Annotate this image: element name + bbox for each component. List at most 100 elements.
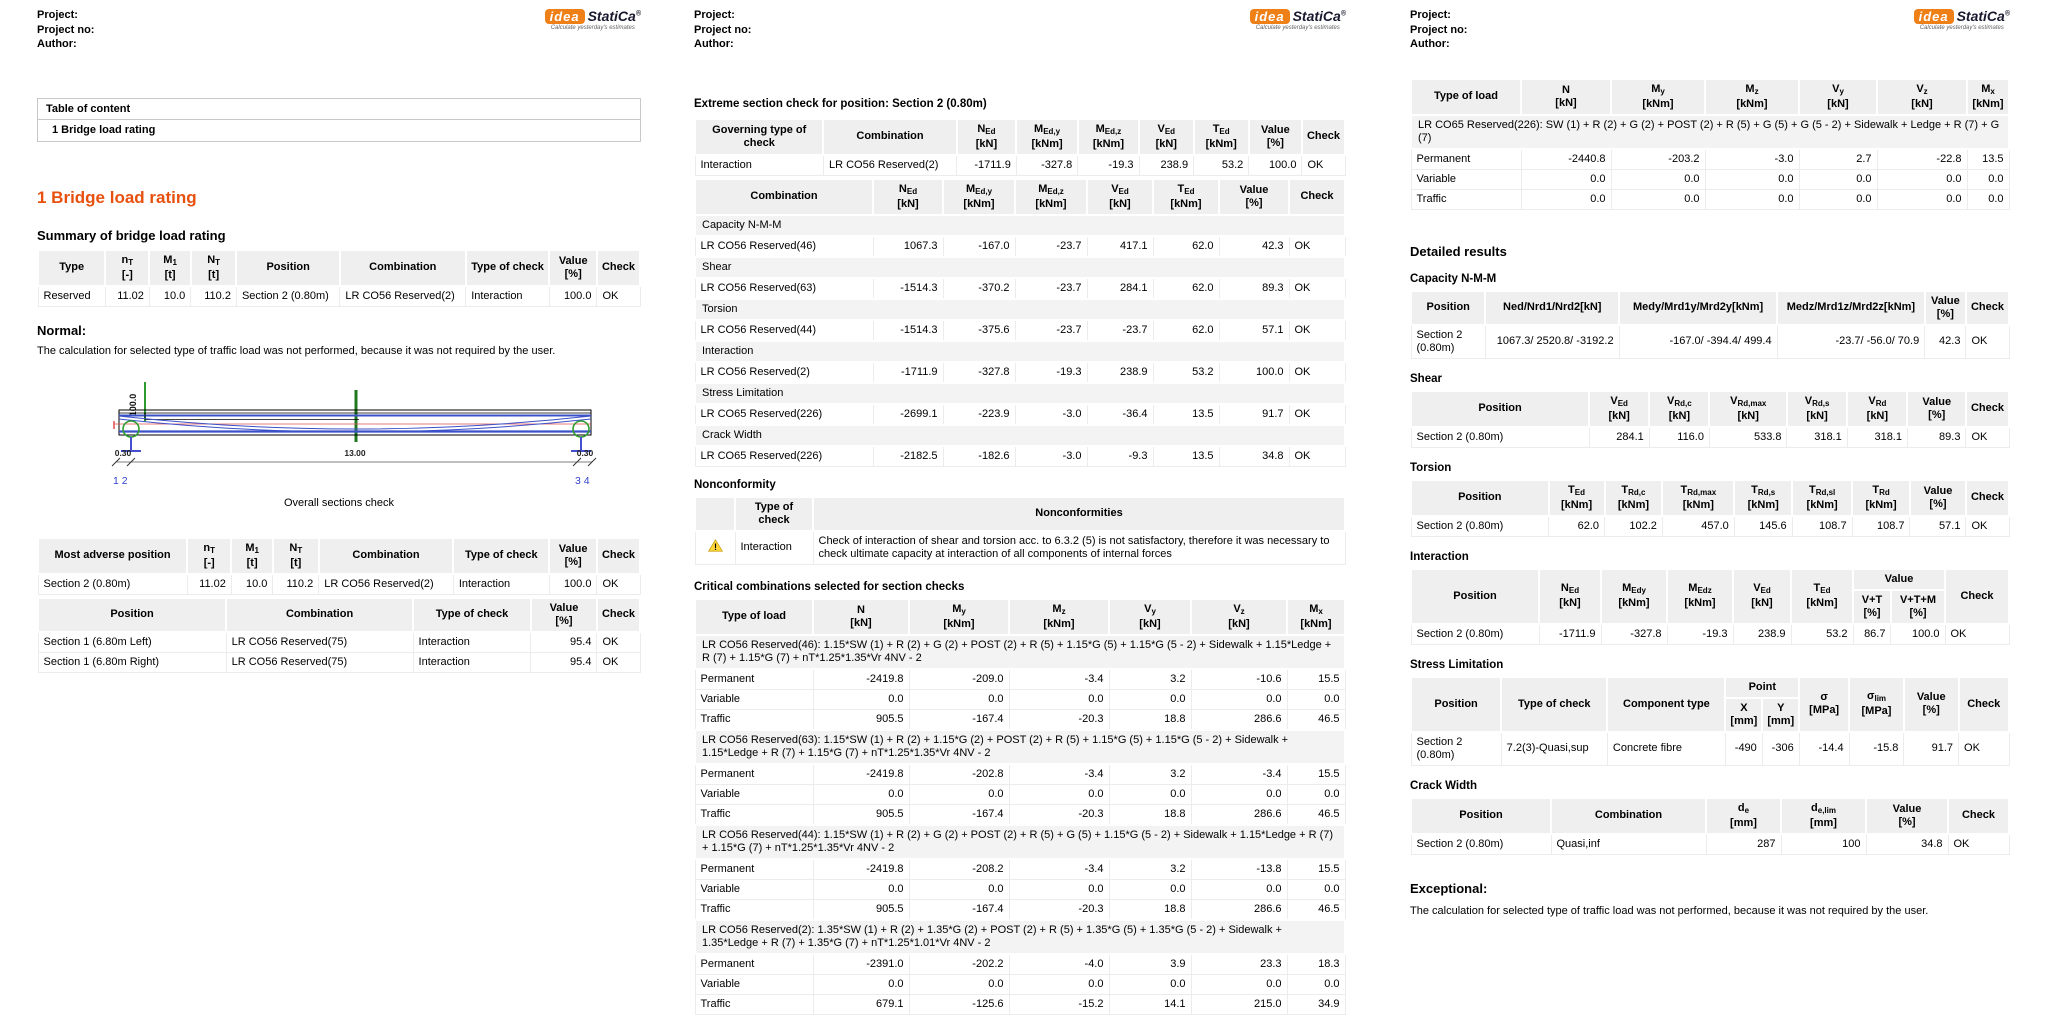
table-cell: Section 2 (0.80m) [235,285,341,307]
table-cell: -22.8 [1876,148,1968,170]
group-row-label: Torsion [694,297,1346,321]
header-row: Type of check Nonconformities [694,495,1346,532]
capacity-heading: Capacity N-M-M [1410,272,1497,285]
table-cell: -3.4 [1008,668,1110,690]
column-header: TRd,s [kNm] [1733,478,1794,517]
table-cell: Traffic [694,803,814,825]
table-cell: -3.4 [1008,763,1110,785]
table-cell: 57.1 [1218,319,1290,341]
column-header: TRd [kNm] [1851,478,1911,517]
table-cell: Section 2 (0.80m) [1410,324,1486,359]
table-cell: 0.0 [1286,688,1346,710]
table-cell: -20.3 [1008,803,1110,825]
column-header: Value [%] [1923,289,1967,326]
table-cell: 238.9 [1138,154,1195,176]
svg-text:!: ! [714,542,717,552]
column-header: My [kNm] [908,597,1010,636]
header-row: Most adverse position nT [-] M1 [t] NT [t] Comb… [36,536,642,575]
table-row: Torsion [694,297,1346,321]
table-cell: Section 2 (0.80m) [1410,426,1590,448]
column-header: Type of check [734,495,814,532]
table-row: Traffic 905.5 -167.4 -20.3 18.8 286.6 46.5 [694,898,1346,920]
table-cell: Check of interaction of shear and torsio… [812,530,1346,565]
table-cell: -167.0 [942,235,1016,257]
table-cell: 0.0 [812,973,910,995]
table-cell: OK [596,573,641,595]
table-cell: OK [1965,515,2010,537]
crack-width-table: Position Combination de [mm] de,lim [mm] Value… [1410,796,2010,855]
table-cell: Section 2 (0.80m) [1410,515,1550,537]
header-row: Combination NEd [kN] MEd,y [kNm] MEd,z [kNm] VE… [694,177,1346,216]
table-cell: 238.9 [1732,623,1792,645]
statica-wordmark: StatiCa [587,8,636,24]
table-cell: 318.1 [1846,426,1908,448]
table-row: Variable 0.0 0.0 0.0 0.0 0.0 0.0 [694,688,1346,710]
project-fields: Project: Project no: Author: [694,8,751,52]
idea-statica-logo: idea StatiCa® Calculate yesterday's esti… [1913,8,2010,31]
column-header: V+T+M [%] [1889,588,1947,625]
table-cell: -20.3 [1008,708,1110,730]
column-header: Value [%] [1902,675,1960,733]
beam-body [113,409,592,435]
column-header: VEd [kN] [1732,567,1792,625]
table-cell: -2182.5 [872,445,944,467]
table-cell: 0.0 [812,783,910,805]
column-header: N [kN] [1520,77,1612,116]
table-row: Section 2 (0.80m) 7.2(3)-Quasi,sup Concret… [1410,731,2010,766]
table-row: Permanent -2419.8 -209.0 -3.4 3.2 -10.6 15.5 [694,668,1346,690]
idea-logo-mark: idea [1913,8,1954,24]
table-cell: 0.0 [1190,878,1288,900]
table-cell: 100.0 [1890,623,1946,645]
dim-right-label: 0.30 [577,448,594,458]
exceptional-text: The calculation for selected type of tra… [1410,904,1929,917]
table-cell: OK [596,285,641,307]
table-row: LR CO65 Reserved(226) -2182.5 -182.6 -3.0 -9… [694,445,1346,467]
table-row: ! Interaction Check of interaction of shea… [694,530,1346,565]
table-row: LR CO56 Reserved(46) 1067.3 -167.0 -23.7 417… [694,235,1346,257]
table-cell: LR CO56 Reserved(63) [694,277,874,299]
column-header: VEd [kN] [1588,389,1651,428]
table-row: LR CO56 Reserved(46): 1.15*SW (1) + R (2… [694,633,1346,670]
table-cell: -15.2 [1008,993,1110,1015]
column-header: de [mm] [1705,796,1782,835]
column-header: Check [1964,478,2011,517]
table-cell: 100.0 [548,285,598,307]
table-cell: 0.0 [1008,688,1110,710]
table-row: Interaction [694,339,1346,363]
header-row: Position Combination Type of check Value [%]… [36,596,642,633]
column-header: Nonconformities [812,495,1346,532]
statica-logo-text: StatiCa® [1293,8,1346,24]
table-cell: -19.3 [1014,361,1088,383]
table-row: Permanent -2419.8 -208.2 -3.4 3.2 -13.8 15.5 [694,858,1346,880]
table-cell: 0.0 [1286,973,1346,995]
table-cell: -327.8 [942,361,1016,383]
table-row: Traffic 905.5 -167.4 -20.3 18.8 286.6 46.5 [694,708,1346,730]
table-row: Section 2 (0.80m) -1711.9 -327.8 -19.3 238.9… [1410,623,2010,645]
table-cell: LR CO56 Reserved(2) [694,361,874,383]
table-cell: -23.7/ -56.0/ 70.9 [1776,324,1926,359]
extreme-check-title: Extreme section check for position: Sect… [694,97,987,110]
column-header: MEd,z [kNm] [1076,117,1141,156]
statica-wordmark: StatiCa [1292,8,1341,24]
table-cell: 34.8 [1218,445,1290,467]
table-cell: -167.0/ -394.4/ 499.4 [1618,324,1778,359]
table-cell: 14.1 [1108,993,1192,1015]
author-label: Author: [37,38,77,50]
dim-left-label: 0.30 [115,448,132,458]
table-cell: 100.0 [548,573,598,595]
table-cell: -306 [1761,731,1800,766]
group-row-label: LR CO65 Reserved(226): SW (1) + R (2) + … [1410,113,2010,150]
table-cell: Permanent [694,953,814,975]
column-header: Value [%] [1247,117,1303,156]
table-cell: 3.2 [1108,668,1192,690]
table-cell: Interaction [694,154,824,176]
table-cell: LR CO56 Reserved(75) [225,631,414,653]
table-row: Section 2 (0.80m) 11.02 10.0 110.2 LR CO56 R… [37,573,641,595]
column-header: NT [t] [189,248,238,287]
capacity-table: Position Ned/Nrd1/Nrd2[kN] Medy/Mrd1y/Mrd2… [1409,289,2011,359]
table-row: Variable 0.0 0.0 0.0 0.0 0.0 0.0 [694,878,1346,900]
column-header: Medz/Mrd1z/Mrd2z[kNm] [1776,289,1926,326]
table-cell: 86.7 [1852,623,1892,645]
normal-text: The calculation for selected type of tra… [37,344,556,357]
table-cell: 905.5 [812,803,910,825]
